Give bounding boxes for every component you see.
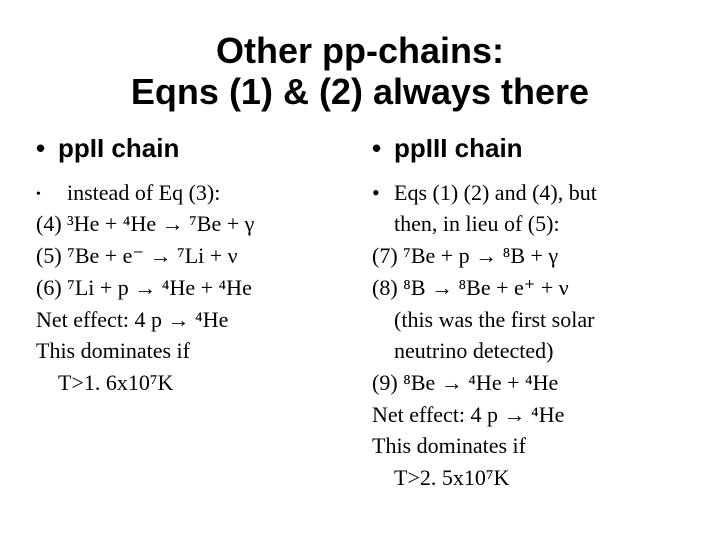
right-intro-1: •Eqs (1) (2) and (4), but [372, 178, 684, 208]
columns: •ppII chain • instead of Eq (3): (4) ³He… [36, 133, 684, 495]
eq-8: (8) ⁸B → ⁸Be + e⁺ + ν [372, 273, 684, 303]
right-dom-2: T>2. 5x10⁷K [372, 463, 684, 493]
right-heading: •ppIII chain [372, 133, 684, 164]
left-intro-text: instead of Eq (3): [67, 180, 220, 205]
slide-title: Other pp-chains: Eqns (1) & (2) always t… [36, 30, 684, 113]
eq-7: (7) ⁷Be + p → ⁸B + γ [372, 241, 684, 271]
bullet-icon: • [36, 133, 58, 164]
right-column: •ppIII chain •Eqs (1) (2) and (4), but t… [372, 133, 684, 495]
eq-5: (5) ⁷Be + e⁻ → ⁷Li + ν [36, 241, 348, 271]
slide: Other pp-chains: Eqns (1) & (2) always t… [0, 0, 720, 540]
eq-4: (4) ³He + ⁴He → ⁷Be + γ [36, 209, 348, 239]
right-intro-1-text: Eqs (1) (2) and (4), but [394, 180, 597, 205]
left-heading: •ppII chain [36, 133, 348, 164]
right-heading-text: ppIII chain [394, 133, 523, 163]
left-heading-text: ppII chain [58, 133, 179, 163]
eq-9: (9) ⁸Be → ⁴He + ⁴He [372, 368, 684, 398]
bullet-icon: • [36, 186, 56, 205]
right-note-2: neutrino detected) [372, 336, 684, 366]
title-line-2: Eqns (1) & (2) always there [131, 71, 589, 112]
right-dom-1: This dominates if [372, 431, 684, 461]
left-body: • instead of Eq (3): (4) ³He + ⁴He → ⁷Be… [36, 178, 348, 398]
left-dom-1: This dominates if [36, 336, 348, 366]
right-intro-2: then, in lieu of (5): [372, 209, 684, 239]
right-body: •Eqs (1) (2) and (4), but then, in lieu … [372, 178, 684, 493]
title-line-1: Other pp-chains: [216, 30, 504, 71]
eq-6: (6) ⁷Li + p → ⁴He + ⁴He [36, 273, 348, 303]
right-note-1: (this was the first solar [372, 305, 684, 335]
left-column: •ppII chain • instead of Eq (3): (4) ³He… [36, 133, 348, 495]
left-net: Net effect: 4 p → ⁴He [36, 305, 348, 335]
left-dom-2: T>1. 6x10⁷K [36, 368, 348, 398]
bullet-icon: • [372, 178, 394, 208]
bullet-icon: • [372, 133, 394, 164]
right-net: Net effect: 4 p → ⁴He [372, 400, 684, 430]
left-intro: • instead of Eq (3): [36, 178, 348, 208]
